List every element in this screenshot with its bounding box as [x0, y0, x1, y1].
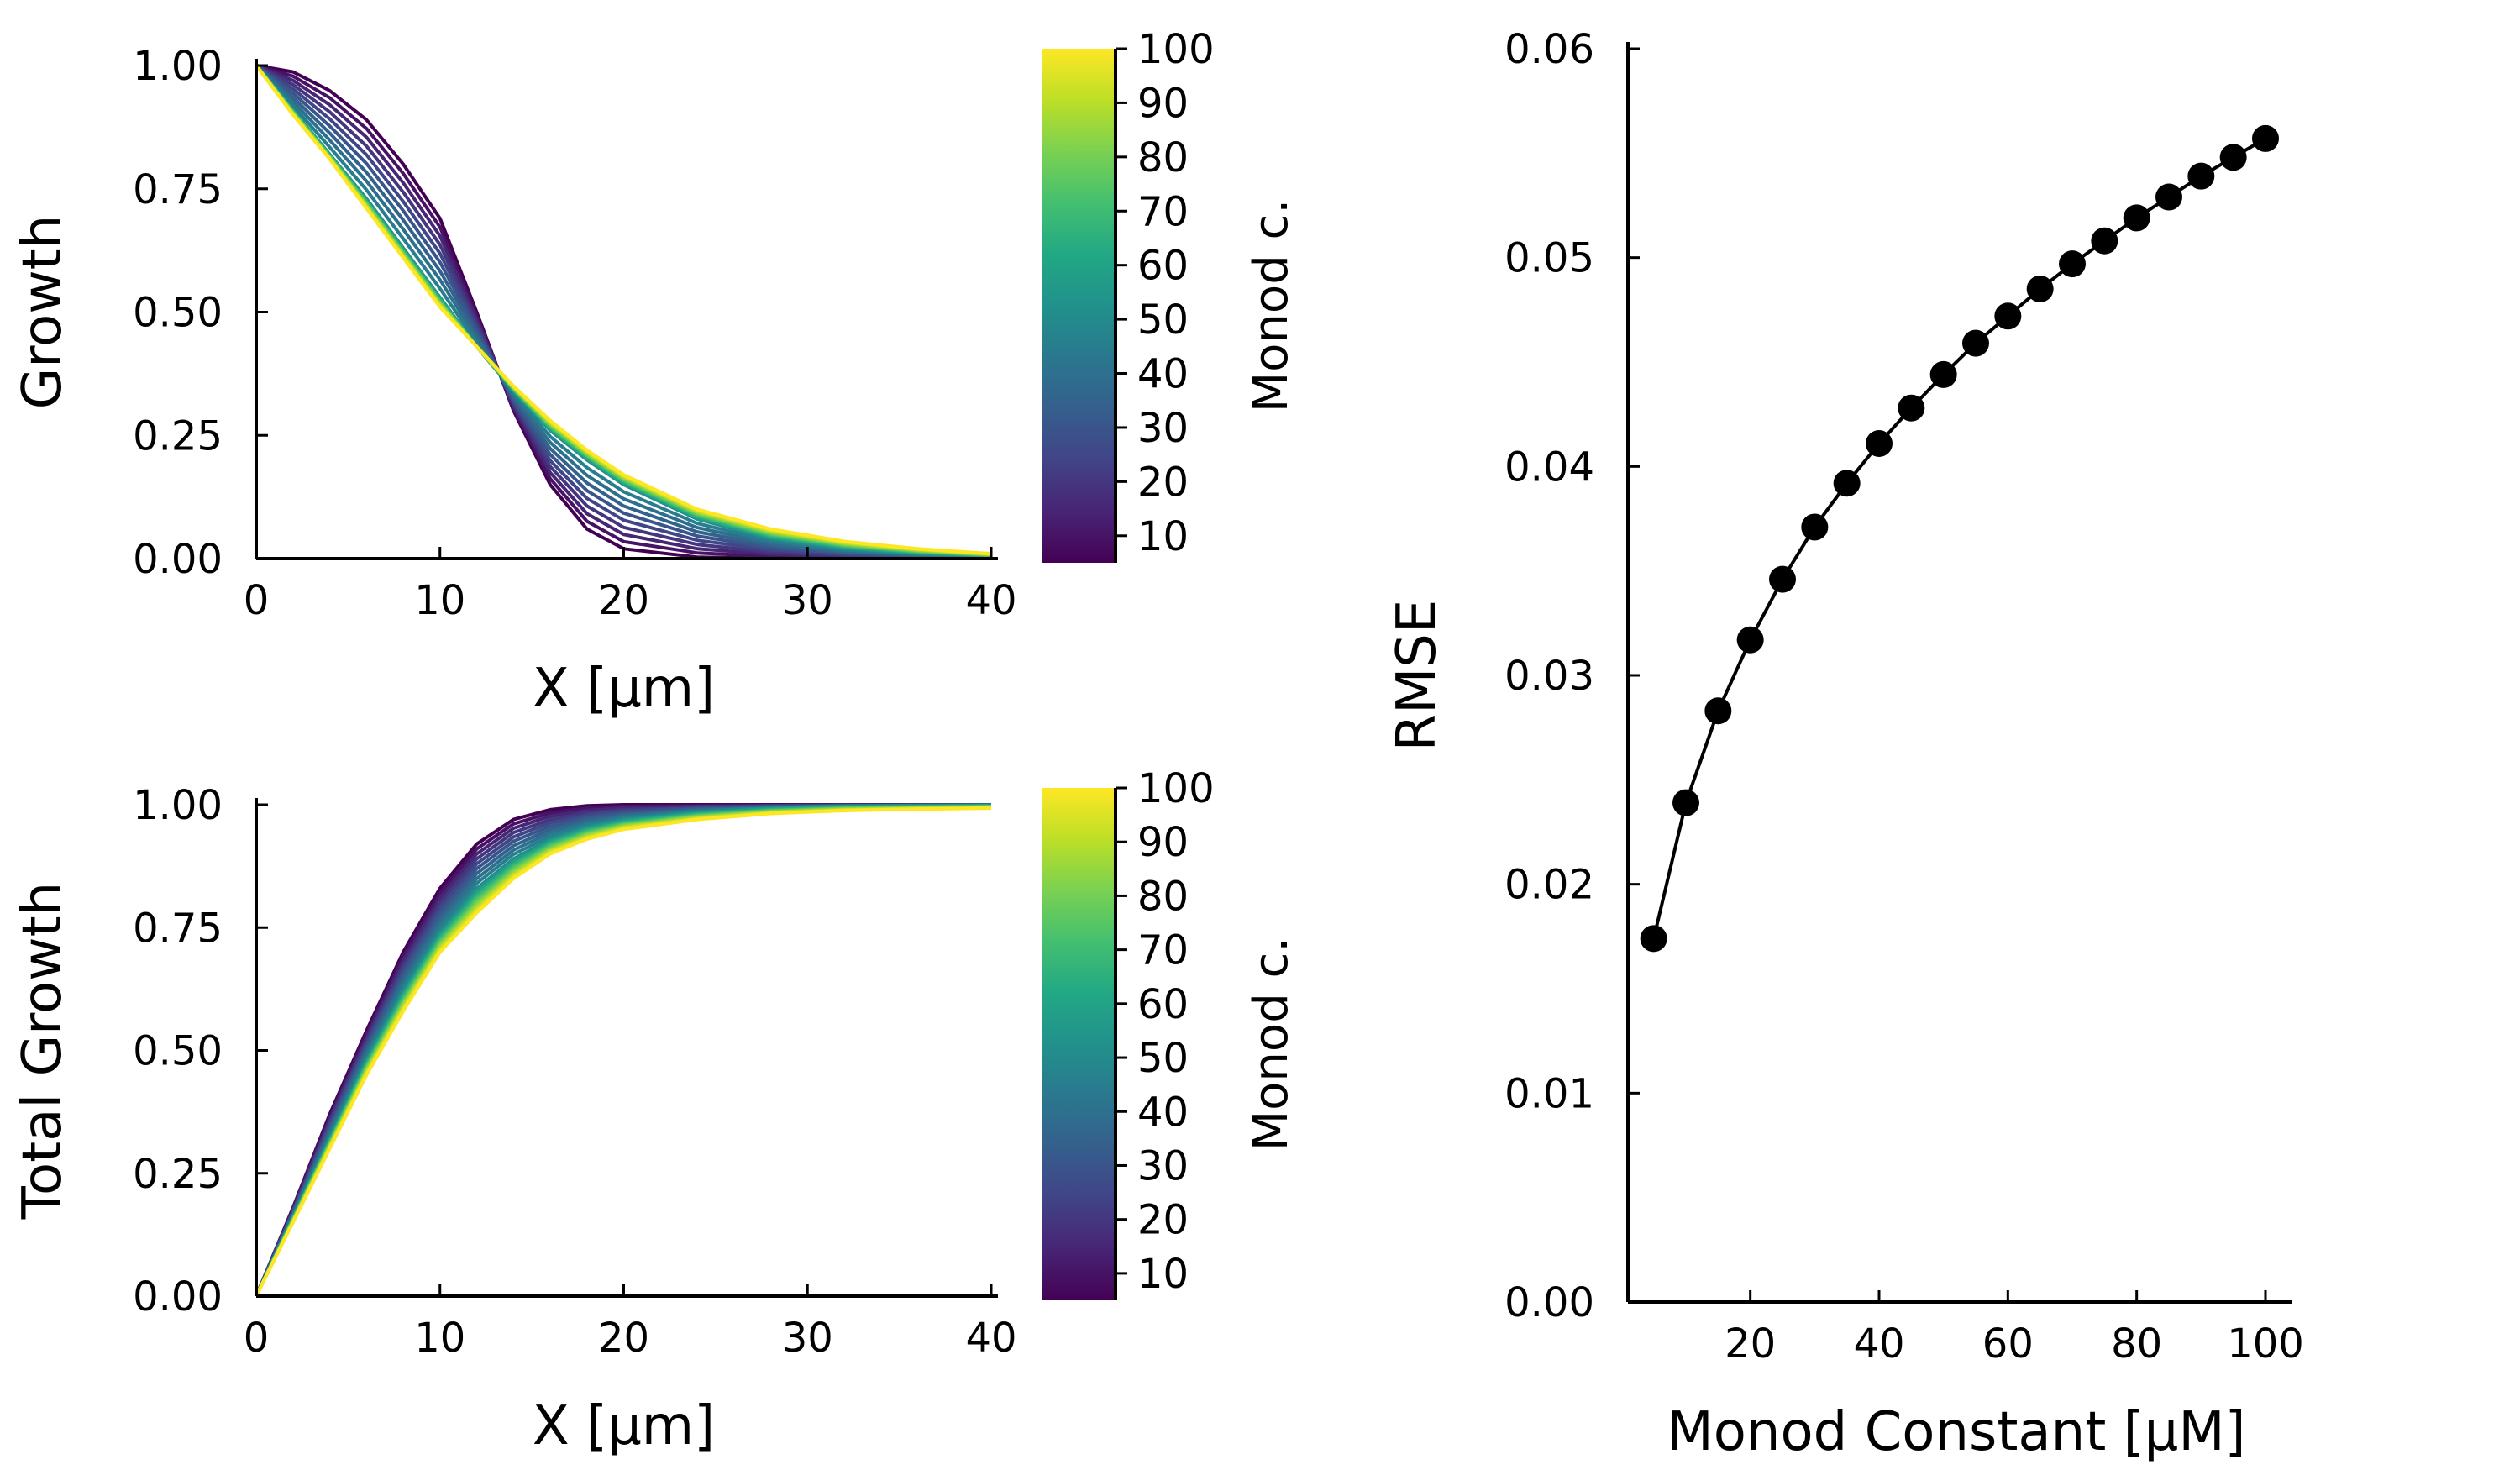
rmse-data-point — [2059, 250, 2086, 278]
growth-x-tick-label: 20 — [598, 577, 649, 624]
growth-y-tick-label: 0.75 — [133, 166, 223, 213]
rmse-x-tick-label: 60 — [1982, 1320, 2034, 1368]
growth-x-tick-label: 40 — [965, 577, 1016, 624]
rmse-x-tick-label: 80 — [2111, 1320, 2162, 1368]
growth-colorbar-tick-label: 10 — [1137, 513, 1189, 560]
growth-colorbar-tick-label: 60 — [1137, 243, 1189, 290]
growth-colorbar-tick-label: 20 — [1137, 459, 1189, 506]
rmse-data-point — [1929, 360, 1957, 388]
growth-colorbar-tick-label: 80 — [1137, 134, 1189, 181]
total-growth-colorbar-tick-label: 40 — [1137, 1089, 1189, 1136]
total-growth-x-tick-label: 20 — [598, 1315, 649, 1362]
rmse-x-axis-title: Monod Constant [μM] — [1667, 1401, 2246, 1463]
total-growth-colorbar-tick-label: 90 — [1137, 819, 1189, 866]
rmse-data-point — [2123, 204, 2150, 232]
growth-colorbar-title: Monod c. — [1244, 199, 1299, 412]
rmse-y-tick-label: 0.01 — [1504, 1070, 1594, 1117]
growth-series-line-monod-100 — [255, 64, 992, 556]
total-growth-x-tick-label: 10 — [414, 1315, 465, 1362]
growth-x-tick-label: 0 — [244, 577, 270, 624]
total-growth-y-tick-label: 0.25 — [133, 1151, 223, 1198]
growth-x-axis-title: X [μm] — [533, 658, 715, 720]
total-growth-x-axis-title: X [μm] — [533, 1395, 715, 1457]
rmse-data-point — [2026, 275, 2054, 302]
growth-y-axis-title: Growth — [12, 215, 74, 410]
total-growth-colorbar — [1042, 788, 1116, 1300]
rmse-data-point — [2219, 144, 2247, 171]
total-growth-y-tick-label: 0.00 — [133, 1273, 223, 1320]
rmse-data-point — [1801, 513, 1829, 541]
total-growth-colorbar-tick-label: 60 — [1137, 981, 1189, 1028]
rmse-x-tick-label: 20 — [1725, 1320, 1776, 1368]
rmse-y-tick-label: 0.00 — [1504, 1279, 1594, 1326]
rmse-y-tick-label: 0.02 — [1504, 862, 1594, 909]
total-growth-x-tick-label: 40 — [965, 1315, 1016, 1362]
rmse-plot — [1640, 124, 2279, 953]
rmse-data-point — [1704, 697, 1732, 725]
rmse-x-tick-label: 100 — [2227, 1320, 2304, 1368]
total-growth-x-tick-label: 30 — [782, 1315, 833, 1362]
rmse-y-tick-label: 0.05 — [1504, 235, 1594, 282]
growth-x-tick-label: 30 — [782, 577, 833, 624]
rmse-data-point — [1833, 470, 1861, 497]
total-growth-colorbar-tick-label: 30 — [1137, 1142, 1189, 1189]
rmse-data-point — [1640, 925, 1667, 953]
rmse-y-tick-label: 0.03 — [1504, 653, 1594, 700]
total-growth-y-axis-title: Total Growth — [12, 882, 74, 1220]
growth-colorbar-tick-label: 30 — [1137, 405, 1189, 452]
rmse-x-tick-label: 40 — [1853, 1320, 1904, 1368]
total-growth-plot — [255, 803, 992, 1297]
rmse-data-point — [1672, 789, 1699, 816]
rmse-data-point — [2252, 124, 2279, 152]
rmse-y-axis-title: RMSE — [1386, 600, 1448, 752]
growth-y-tick-label: 0.00 — [133, 536, 223, 583]
total-growth-y-tick-label: 1.00 — [133, 782, 223, 829]
rmse-series-line — [1651, 137, 2267, 939]
rmse-y-tick-label: 0.04 — [1504, 444, 1594, 491]
rmse-data-point — [2091, 227, 2118, 255]
total-growth-colorbar-tick-label: 80 — [1137, 873, 1189, 920]
total-growth-colorbar-tick-label: 10 — [1137, 1251, 1189, 1298]
growth-colorbar-tick-label: 100 — [1137, 26, 1215, 73]
growth-y-tick-label: 0.25 — [133, 412, 223, 459]
rmse-data-point — [2187, 162, 2215, 190]
growth-colorbar-tick-label: 40 — [1137, 351, 1189, 398]
growth-plot — [255, 64, 992, 560]
growth-colorbar-tick-label: 90 — [1137, 80, 1189, 127]
total-growth-x-tick-label: 0 — [244, 1315, 270, 1362]
total-growth-colorbar-title: Monod c. — [1244, 937, 1299, 1151]
rmse-data-point — [1736, 626, 1764, 654]
total-growth-colorbar-tick-label: 20 — [1137, 1197, 1189, 1244]
rmse-data-point — [1769, 565, 1796, 593]
total-growth-y-tick-label: 0.50 — [133, 1028, 223, 1075]
rmse-data-point — [1898, 394, 1925, 422]
rmse-data-point — [1994, 302, 2022, 330]
total-growth-colorbar-tick-label: 50 — [1137, 1035, 1189, 1082]
total-growth-colorbar-tick-label: 100 — [1137, 765, 1215, 812]
growth-colorbar — [1042, 49, 1116, 563]
total-growth-y-tick-label: 0.75 — [133, 905, 223, 952]
growth-colorbar-tick-label: 70 — [1137, 188, 1189, 235]
rmse-y-tick-label: 0.06 — [1504, 26, 1594, 73]
total-growth-series-line-monod-40 — [255, 803, 992, 1297]
total-growth-series-line-monod-100 — [255, 806, 992, 1297]
total-growth-colorbar-tick-label: 70 — [1137, 927, 1189, 974]
rmse-data-point — [1962, 329, 1989, 357]
growth-y-tick-label: 1.00 — [133, 43, 223, 90]
rmse-data-point — [2155, 183, 2182, 211]
rmse-data-point — [1866, 429, 1893, 457]
growth-x-tick-label: 10 — [414, 577, 465, 624]
growth-y-tick-label: 0.50 — [133, 290, 223, 337]
growth-colorbar-tick-label: 50 — [1137, 297, 1189, 344]
